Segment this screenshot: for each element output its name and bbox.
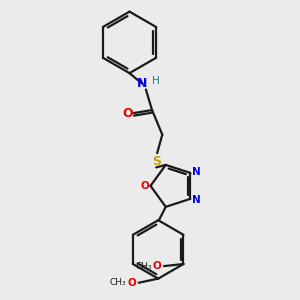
Text: O: O [152,261,161,271]
Text: N: N [192,195,200,205]
Text: CH₃: CH₃ [110,278,127,287]
Text: H: H [152,76,160,86]
Text: CH₃: CH₃ [135,262,152,271]
Text: O: O [140,181,149,191]
Text: N: N [192,167,200,177]
Text: S: S [152,155,160,168]
Text: O: O [122,106,133,120]
Text: N: N [136,77,147,90]
Text: O: O [127,278,136,288]
